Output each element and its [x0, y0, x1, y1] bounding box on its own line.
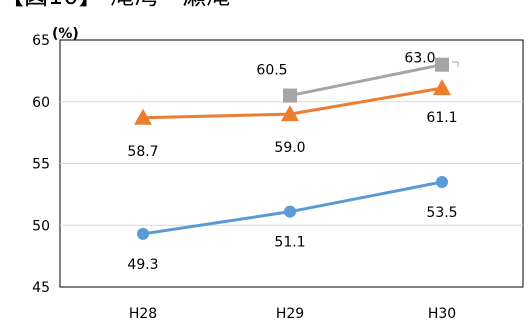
x-tick-label: H30 [428, 306, 456, 320]
x-tick-label: H28 [129, 306, 157, 320]
data-point-circle [284, 205, 296, 218]
y-tick-label: 50 [32, 218, 50, 234]
data-point-triangle [134, 108, 152, 125]
data-label: 63.0 [404, 51, 435, 67]
data-label: 53.5 [426, 205, 457, 221]
y-tick-label: 65 [32, 33, 50, 49]
chart-title: 【図10】 滝湾 瀬滝 [0, 0, 230, 8]
y-tick-label: 55 [32, 157, 50, 173]
data-label: 60.5 [256, 63, 287, 79]
series-line [289, 63, 443, 98]
data-label: 51.1 [274, 235, 305, 251]
y-axis-unit-label: (%) [52, 26, 79, 42]
data-label: 61.1 [426, 110, 457, 126]
x-tick-label: H29 [276, 306, 304, 320]
data-point-triangle [433, 79, 451, 96]
label-leader-line [452, 61, 459, 67]
data-label: 58.7 [127, 144, 158, 160]
data-point-square [435, 57, 449, 72]
data-point-circle [436, 176, 448, 189]
y-tick-label: 60 [32, 95, 50, 111]
data-label: 59.0 [274, 140, 305, 156]
data-point-circle [137, 227, 149, 240]
y-tick-label: 45 [32, 280, 50, 296]
data-label: 49.3 [127, 257, 158, 273]
data-point-square [283, 88, 297, 103]
data-point-triangle [281, 105, 299, 122]
